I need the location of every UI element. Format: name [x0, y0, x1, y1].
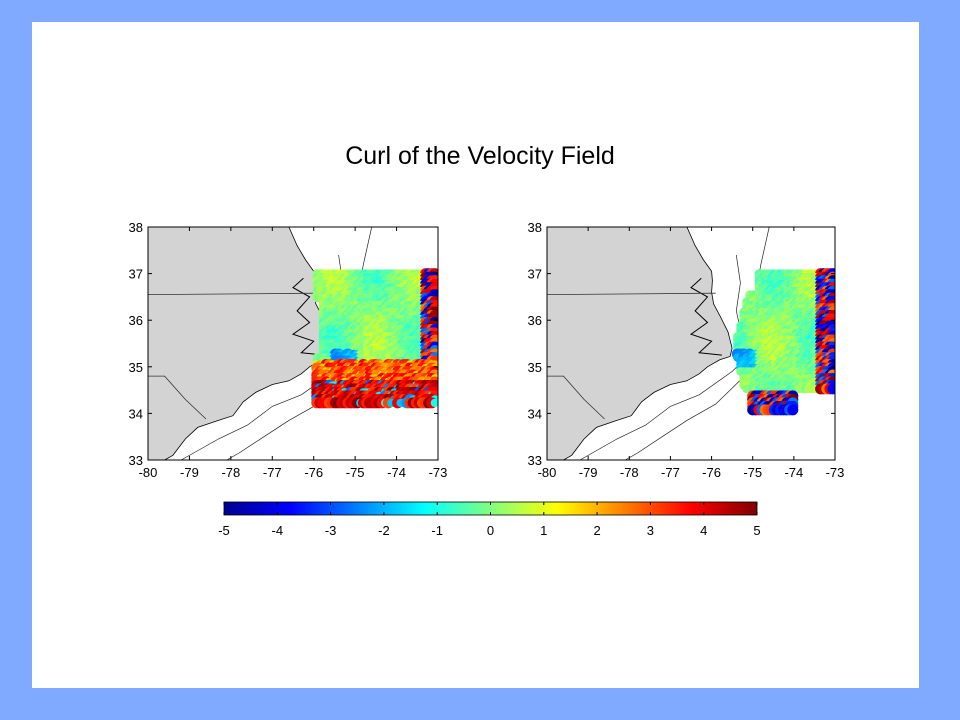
- x-tick-label: -76: [702, 465, 721, 480]
- x-tick-label: -75: [743, 465, 762, 480]
- x-tick-label: -80: [538, 465, 557, 480]
- colorbar-tick-label: 2: [593, 523, 600, 538]
- y-tick-label: 34: [528, 406, 542, 421]
- y-tick-label: 35: [528, 360, 542, 375]
- colorbar-tick-label: 3: [647, 523, 654, 538]
- x-tick-label: -79: [579, 465, 598, 480]
- y-tick-label: 35: [129, 360, 143, 375]
- state-border: [547, 375, 605, 420]
- curl-field: [311, 268, 438, 409]
- y-tick-label: 36: [528, 313, 542, 328]
- y-tick-label: 38: [528, 220, 542, 235]
- x-tick-label: -74: [784, 465, 803, 480]
- x-tick-label: -75: [346, 465, 365, 480]
- sound-shoreline: [291, 277, 325, 356]
- colorbar-tick-label: 5: [753, 523, 760, 538]
- curl-marker: [787, 404, 799, 416]
- x-tick-label: -79: [180, 465, 199, 480]
- curl-marker: [827, 383, 835, 395]
- colorbar-tick-label: -2: [378, 523, 390, 538]
- state-border: [547, 292, 716, 295]
- curl-field: [731, 268, 835, 416]
- x-tick-label: -77: [263, 465, 282, 480]
- colorbar-tick-label: 1: [540, 523, 547, 538]
- curl-marker: [430, 398, 438, 408]
- x-tick-label: -78: [620, 465, 639, 480]
- left-map: -80 -79 -78 -77 -76 -75 -74 -73 33 34 35 36 37 38: [129, 220, 448, 480]
- y-tick-label: 33: [528, 453, 542, 468]
- colorbar-tick-label: 0: [487, 523, 494, 538]
- x-tick-label: -74: [387, 465, 406, 480]
- state-border: [148, 292, 318, 295]
- colorbar: -5 -4 -3 -2 -1 0 1 2 3 4 5: [218, 501, 761, 538]
- x-tick-label: -78: [221, 465, 240, 480]
- isobath-shelf: [579, 254, 750, 460]
- x-tick-label: -76: [304, 465, 323, 480]
- x-tick-label: -80: [139, 465, 158, 480]
- colorbar-tick-label: 4: [700, 523, 707, 538]
- map-frame: [147, 226, 439, 461]
- state-border: [148, 375, 207, 420]
- x-tick-label: -77: [661, 465, 680, 480]
- colorbar-tick-label: -4: [272, 523, 284, 538]
- colorbar-tick-label: -1: [431, 523, 443, 538]
- colorbar-tick-label: -3: [325, 523, 337, 538]
- y-tick-label: 34: [129, 406, 143, 421]
- right-map: -80 -79 -78 -77 -76 -75 -74 -73 33 34 35 36 37 38: [528, 220, 845, 480]
- colorbar-tick-label: -5: [218, 523, 230, 538]
- land-area: [547, 227, 733, 460]
- y-tick-label: 36: [129, 313, 143, 328]
- slide-title: Curl of the Velocity Field: [345, 142, 615, 170]
- sound-shoreline: [689, 277, 722, 356]
- y-tick-label: 38: [129, 220, 143, 235]
- x-tick-label: -73: [429, 465, 448, 480]
- y-tick-label: 33: [129, 453, 143, 468]
- y-tick-label: 37: [129, 267, 143, 282]
- map-frame: [546, 226, 836, 461]
- x-tick-label: -73: [826, 465, 845, 480]
- y-tick-label: 37: [528, 267, 542, 282]
